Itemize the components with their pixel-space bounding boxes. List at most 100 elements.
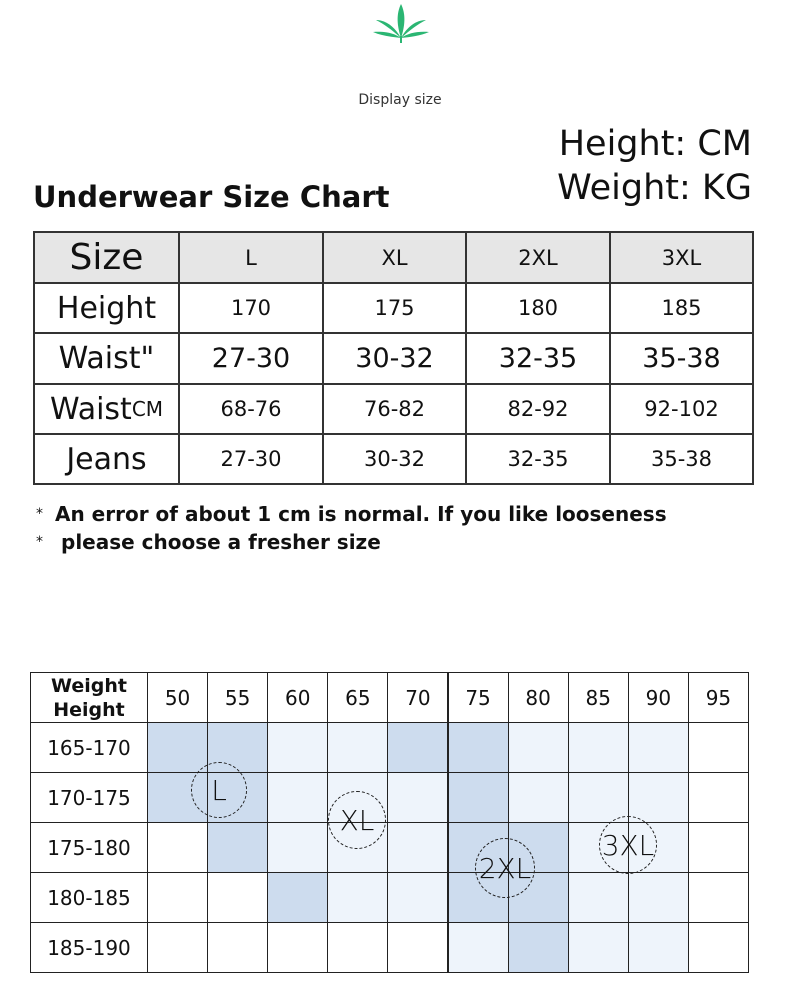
row-label: Jeans	[33, 433, 180, 485]
size-circle: L	[191, 762, 247, 818]
size-cell: 27-30	[178, 332, 324, 385]
grid-cell	[627, 922, 689, 973]
grid-cell	[447, 722, 509, 773]
note-marker: *	[36, 506, 43, 522]
notes: * An error of about 1 cm is normal. If yo…	[36, 500, 667, 556]
row-label: Height	[33, 282, 180, 334]
note-text: An error of about 1 cm is normal. If you…	[55, 502, 667, 526]
grid-cell	[267, 822, 329, 873]
weight-header: 75	[447, 672, 509, 723]
height-label: 175-180	[30, 822, 148, 873]
size-cell: 180	[465, 282, 611, 334]
note-text: please choose a fresher size	[61, 530, 381, 554]
grid-cell	[327, 872, 389, 923]
grid-cell	[267, 872, 329, 923]
note: * An error of about 1 cm is normal. If yo…	[36, 500, 667, 528]
header-cell: XL	[322, 231, 467, 284]
grid-cell	[207, 872, 269, 923]
size-cell: 32-35	[465, 332, 611, 385]
caption: Display size	[358, 92, 442, 108]
size-circle: XL	[328, 791, 386, 849]
size-cell: 185	[609, 282, 754, 334]
header-cell: Size	[33, 231, 180, 284]
grid-cell	[387, 922, 449, 973]
grid-cell	[147, 722, 209, 773]
grid-cell	[507, 922, 569, 973]
unit-label: Weight: KG	[557, 168, 752, 208]
row-label: Waist CM	[33, 383, 180, 435]
grid-cell	[387, 772, 449, 823]
corner-label: Height	[53, 698, 125, 721]
grid-cell	[567, 772, 629, 823]
size-cell: 170	[178, 282, 324, 334]
grid-cell	[507, 772, 569, 823]
grid-cell	[567, 722, 629, 773]
grid-cell	[447, 772, 509, 823]
size-circle: 2XL	[475, 838, 535, 898]
height-label: 165-170	[30, 722, 148, 773]
weight-header: 70	[387, 672, 449, 723]
grid-cell	[627, 772, 689, 823]
note-marker: *	[36, 534, 43, 550]
row-label-text: Height	[56, 290, 157, 326]
size-cell: 68-76	[178, 383, 324, 435]
weight-header: 95	[687, 672, 749, 723]
weight-header: 90	[627, 672, 689, 723]
size-cell: 35-38	[609, 433, 754, 485]
size-cell: 76-82	[322, 383, 467, 435]
row-label: Waist"	[33, 332, 180, 385]
grid-cell	[327, 922, 389, 973]
weight-header: 80	[507, 672, 569, 723]
corner-cell: Weight Height	[30, 672, 148, 723]
grid-cell	[147, 872, 209, 923]
grid-cell	[447, 922, 509, 973]
grid-cell	[507, 722, 569, 773]
grid-cell	[687, 922, 749, 973]
units: Height: CM Weight: KG	[540, 122, 752, 210]
note: * please choose a fresher size	[36, 528, 667, 556]
size-cell: 30-32	[322, 433, 467, 485]
size-cell: 27-30	[178, 433, 324, 485]
size-cell: 82-92	[465, 383, 611, 435]
grid-cell	[567, 922, 629, 973]
row-label-unit: CM	[131, 397, 164, 421]
weight-header: 85	[567, 672, 629, 723]
unit-label: Height: CM	[558, 124, 752, 164]
grid-cell	[207, 822, 269, 873]
size-cell: 175	[322, 282, 467, 334]
height-label: 180-185	[30, 872, 148, 923]
grid-cell	[387, 822, 449, 873]
header-cell: 2XL	[465, 231, 611, 284]
grid-cell	[687, 822, 749, 873]
grid-cell	[147, 822, 209, 873]
grid-cell	[267, 722, 329, 773]
size-circle: 3XL	[599, 816, 657, 874]
size-cell: 35-38	[609, 332, 754, 385]
weight-header: 55	[207, 672, 269, 723]
size-cell: 30-32	[322, 332, 467, 385]
grid-cell	[267, 922, 329, 973]
grid-cell	[687, 872, 749, 923]
grid-cell	[207, 922, 269, 973]
grid-cell	[387, 722, 449, 773]
size-cell: 92-102	[609, 383, 754, 435]
header-cell: 3XL	[609, 231, 754, 284]
row-label-text: Waist	[49, 391, 132, 427]
grid-cell	[687, 722, 749, 773]
grid-cell	[627, 872, 689, 923]
grid-cell	[627, 722, 689, 773]
weight-header: 60	[267, 672, 329, 723]
leaf-logo	[373, 4, 429, 43]
row-label-text: Jeans	[66, 441, 147, 477]
grid-cell	[267, 772, 329, 823]
weight-header: 50	[147, 672, 209, 723]
height-label: 185-190	[30, 922, 148, 973]
row-label-text: Waist"	[58, 341, 155, 376]
header-cell: L	[178, 231, 324, 284]
corner-label: Weight	[51, 674, 127, 697]
grid-cell	[387, 872, 449, 923]
grid-cell	[327, 722, 389, 773]
grid-cell	[147, 922, 209, 973]
weight-header: 65	[327, 672, 389, 723]
